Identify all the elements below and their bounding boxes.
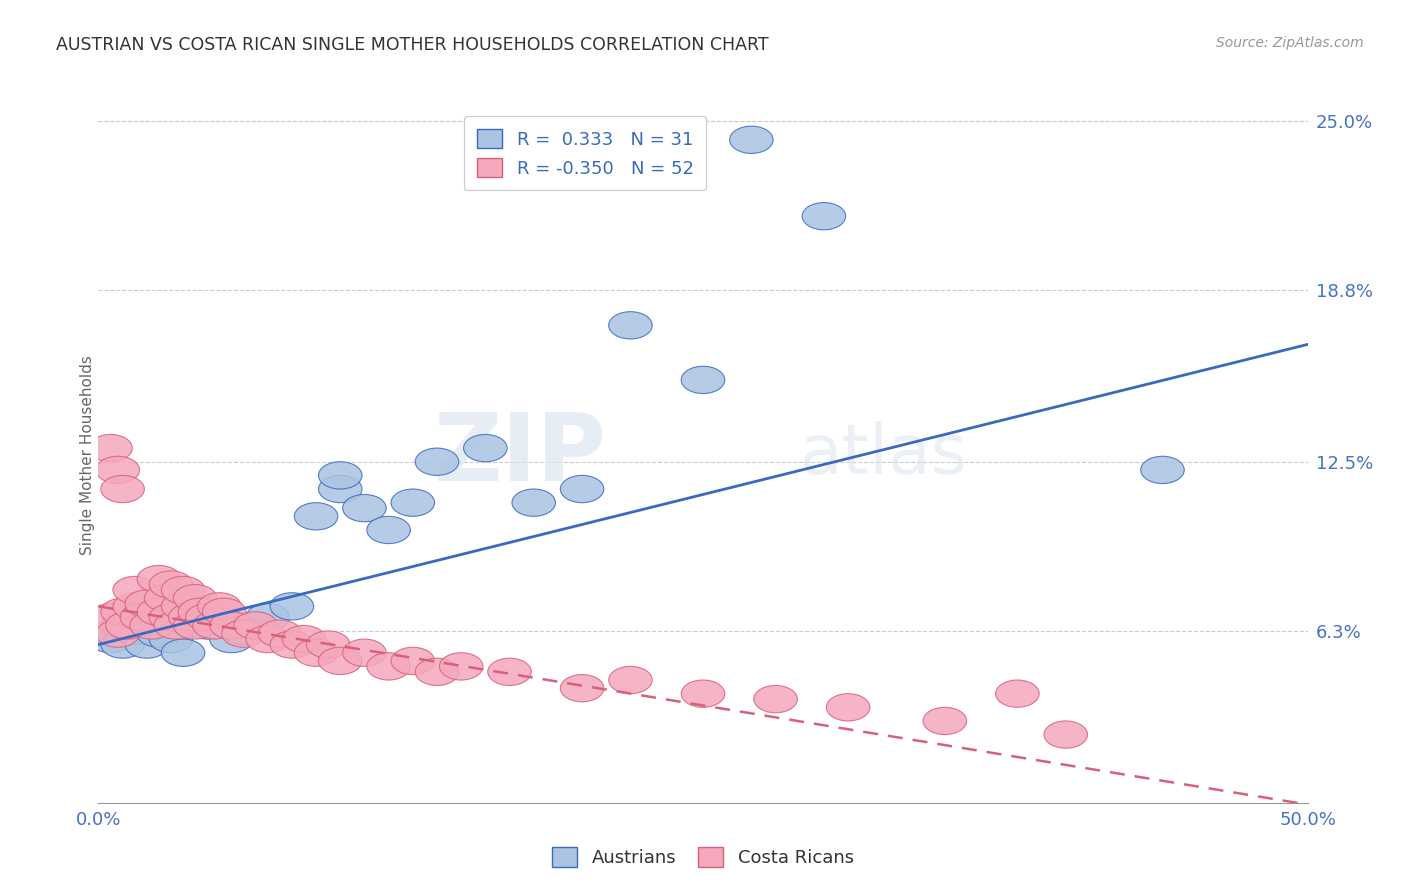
Ellipse shape [415, 448, 458, 475]
Text: atlas: atlas [800, 421, 967, 489]
Ellipse shape [202, 599, 246, 625]
Ellipse shape [149, 625, 193, 653]
Ellipse shape [96, 457, 139, 483]
Ellipse shape [155, 612, 198, 639]
Ellipse shape [89, 625, 132, 653]
Ellipse shape [173, 599, 217, 625]
Ellipse shape [270, 631, 314, 658]
Ellipse shape [162, 576, 205, 604]
Ellipse shape [101, 475, 145, 503]
Ellipse shape [186, 612, 229, 639]
Ellipse shape [222, 620, 266, 648]
Ellipse shape [186, 604, 229, 631]
Ellipse shape [138, 566, 180, 592]
Ellipse shape [682, 680, 724, 707]
Ellipse shape [995, 680, 1039, 707]
Ellipse shape [125, 590, 169, 617]
Ellipse shape [319, 648, 361, 674]
Ellipse shape [162, 639, 205, 666]
Legend: R =  0.333   N = 31, R = -0.350   N = 52: R = 0.333 N = 31, R = -0.350 N = 52 [464, 116, 706, 190]
Ellipse shape [367, 516, 411, 543]
Ellipse shape [343, 639, 387, 666]
Ellipse shape [198, 592, 240, 620]
Ellipse shape [682, 367, 724, 393]
Ellipse shape [319, 462, 361, 489]
Ellipse shape [343, 494, 387, 522]
Ellipse shape [149, 571, 193, 599]
Legend: Austrians, Costa Ricans: Austrians, Costa Ricans [546, 839, 860, 874]
Y-axis label: Single Mother Households: Single Mother Households [80, 355, 94, 555]
Ellipse shape [367, 653, 411, 680]
Ellipse shape [96, 620, 139, 648]
Ellipse shape [173, 584, 217, 612]
Ellipse shape [149, 604, 193, 631]
Ellipse shape [609, 666, 652, 694]
Ellipse shape [173, 612, 217, 639]
Ellipse shape [415, 658, 458, 685]
Ellipse shape [561, 475, 603, 503]
Ellipse shape [233, 612, 277, 639]
Ellipse shape [270, 592, 314, 620]
Ellipse shape [464, 434, 508, 462]
Ellipse shape [1140, 457, 1184, 483]
Ellipse shape [803, 202, 845, 230]
Ellipse shape [924, 707, 966, 735]
Ellipse shape [294, 503, 337, 530]
Ellipse shape [129, 612, 173, 639]
Ellipse shape [169, 604, 212, 631]
Ellipse shape [609, 311, 652, 339]
Ellipse shape [125, 631, 169, 658]
Ellipse shape [162, 592, 205, 620]
Ellipse shape [391, 648, 434, 674]
Ellipse shape [827, 694, 870, 721]
Ellipse shape [294, 639, 337, 666]
Ellipse shape [319, 475, 361, 503]
Ellipse shape [89, 604, 132, 631]
Ellipse shape [283, 625, 326, 653]
Ellipse shape [488, 658, 531, 685]
Text: Source: ZipAtlas.com: Source: ZipAtlas.com [1216, 36, 1364, 50]
Ellipse shape [222, 617, 266, 645]
Ellipse shape [193, 612, 236, 639]
Ellipse shape [233, 612, 277, 639]
Ellipse shape [120, 604, 163, 631]
Ellipse shape [209, 612, 253, 639]
Ellipse shape [561, 674, 603, 702]
Ellipse shape [730, 126, 773, 153]
Ellipse shape [112, 576, 156, 604]
Text: ZIP: ZIP [433, 409, 606, 501]
Ellipse shape [112, 592, 156, 620]
Ellipse shape [145, 584, 188, 612]
Ellipse shape [101, 612, 145, 639]
Ellipse shape [138, 620, 180, 648]
Text: AUSTRIAN VS COSTA RICAN SINGLE MOTHER HOUSEHOLDS CORRELATION CHART: AUSTRIAN VS COSTA RICAN SINGLE MOTHER HO… [56, 36, 769, 54]
Ellipse shape [101, 631, 145, 658]
Ellipse shape [209, 625, 253, 653]
Ellipse shape [512, 489, 555, 516]
Ellipse shape [112, 617, 156, 645]
Ellipse shape [101, 599, 145, 625]
Ellipse shape [179, 599, 222, 625]
Ellipse shape [198, 604, 240, 631]
Ellipse shape [307, 631, 350, 658]
Ellipse shape [754, 685, 797, 713]
Ellipse shape [259, 620, 301, 648]
Ellipse shape [89, 434, 132, 462]
Ellipse shape [1045, 721, 1087, 748]
Ellipse shape [440, 653, 482, 680]
Ellipse shape [105, 612, 149, 639]
Ellipse shape [246, 625, 290, 653]
Ellipse shape [391, 489, 434, 516]
Ellipse shape [246, 604, 290, 631]
Ellipse shape [138, 599, 180, 625]
